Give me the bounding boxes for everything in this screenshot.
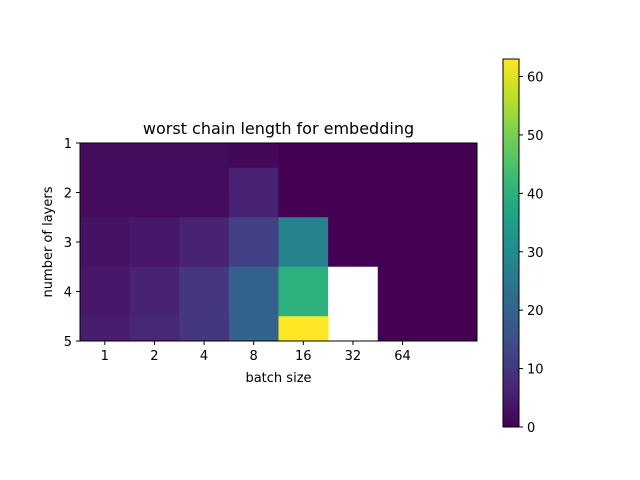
heatmap-cell bbox=[129, 316, 180, 342]
colorbar-tick-label: 50 bbox=[527, 129, 544, 144]
heatmap-cell bbox=[80, 217, 131, 268]
chart-title: worst chain length for embedding bbox=[143, 119, 414, 138]
x-tick-label: 16 bbox=[295, 349, 312, 364]
y-tick-label: 3 bbox=[64, 236, 72, 251]
x-axis-label: batch size bbox=[245, 371, 311, 386]
x-tick-label: 8 bbox=[250, 349, 258, 364]
heatmap-cell bbox=[228, 266, 279, 342]
heatmap-cell bbox=[179, 217, 230, 268]
heatmap-cell bbox=[129, 143, 180, 193]
heatmap-cell bbox=[80, 143, 131, 193]
colorbar-tick-label: 60 bbox=[527, 71, 544, 86]
heatmap-cell bbox=[179, 266, 230, 317]
y-axis-ticks: 1 2 3 4 5 bbox=[64, 137, 80, 350]
heatmap-cell bbox=[228, 217, 279, 268]
x-tick-label: 1 bbox=[101, 349, 109, 364]
heatmap-cells bbox=[80, 143, 478, 342]
heatmap-cell bbox=[278, 316, 329, 342]
x-tick-label: 64 bbox=[394, 349, 411, 364]
colorbar bbox=[502, 58, 520, 428]
heatmap-cell bbox=[328, 266, 379, 342]
y-tick-label: 5 bbox=[64, 335, 72, 350]
heatmap-cell bbox=[228, 143, 279, 169]
colorbar-tick-label: 10 bbox=[527, 363, 544, 378]
colorbar-tick-label: 0 bbox=[527, 421, 535, 436]
heatmap-cell bbox=[129, 217, 180, 268]
colorbar-tick-label: 30 bbox=[527, 246, 544, 261]
colorbar-ticks: 0 10 20 30 40 50 60 bbox=[519, 71, 544, 436]
heatmap-cell bbox=[377, 266, 478, 342]
y-tick-label: 1 bbox=[64, 137, 72, 152]
heatmap-cell bbox=[278, 217, 329, 268]
x-tick-label: 32 bbox=[345, 349, 362, 364]
heatmap-cell bbox=[179, 316, 230, 342]
heatmap-cell bbox=[80, 266, 131, 317]
colorbar-tick-label: 40 bbox=[527, 187, 544, 202]
heatmap-cell bbox=[278, 143, 478, 218]
x-axis-ticks: 1 2 4 8 16 32 64 bbox=[101, 341, 411, 364]
x-tick-label: 4 bbox=[200, 349, 208, 364]
heatmap-cell bbox=[278, 266, 329, 317]
heatmap-cell bbox=[80, 316, 131, 342]
heatmap-cell bbox=[179, 143, 230, 193]
heatmap-cell bbox=[228, 167, 279, 218]
y-axis-label: number of layers bbox=[41, 186, 56, 297]
y-tick-label: 2 bbox=[64, 187, 72, 202]
y-tick-label: 4 bbox=[64, 286, 72, 301]
heatmap-cell bbox=[328, 217, 478, 268]
heatmap-cell bbox=[129, 266, 180, 317]
x-tick-label: 2 bbox=[150, 349, 158, 364]
colorbar-tick-label: 20 bbox=[527, 304, 544, 319]
